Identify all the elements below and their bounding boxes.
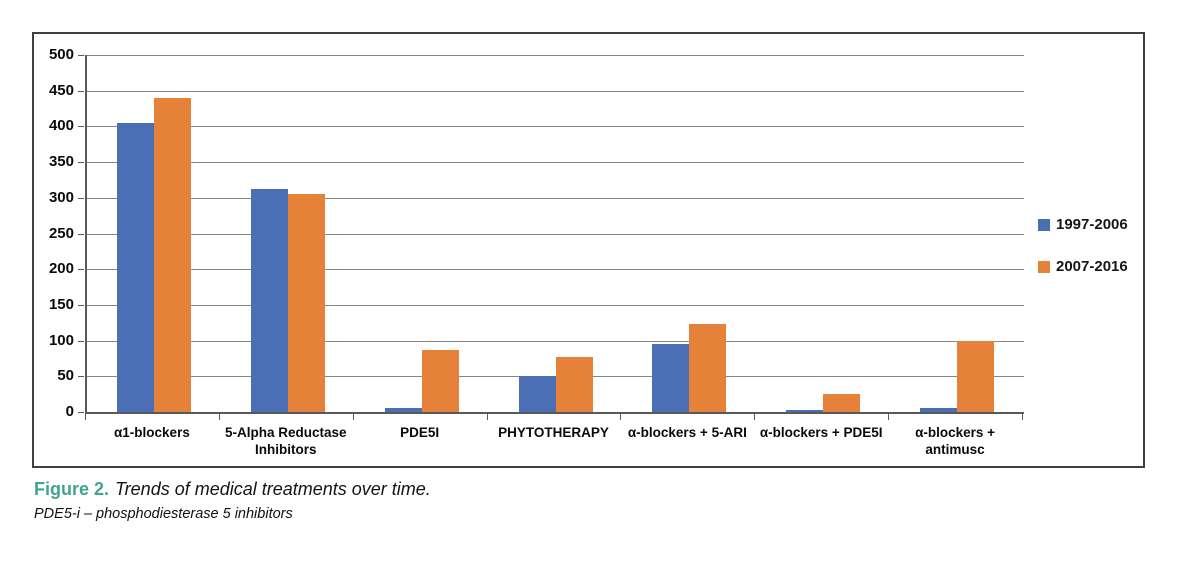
y-axis-tick — [78, 55, 84, 56]
y-axis-tick-label: 350 — [48, 153, 74, 171]
x-axis-category-label: PDE5I — [400, 425, 440, 440]
y-axis-tick — [78, 90, 84, 92]
bar-1997-2006 — [652, 344, 690, 412]
y-axis-tick — [78, 269, 84, 271]
x-axis-category-label: α-blockers + 5-ARI — [627, 425, 747, 440]
y-axis-tick — [78, 340, 84, 342]
x-axis-tick — [486, 414, 488, 420]
x-axis-tick — [754, 414, 756, 420]
y-axis-tick — [78, 412, 84, 413]
y-axis-tick — [78, 197, 84, 199]
y-axis-tick-label: 500 — [48, 46, 74, 63]
gridline-200 — [87, 269, 1024, 271]
legend-swatch-1997-2006 — [1038, 218, 1050, 231]
y-axis-tick-label: 50 — [57, 367, 74, 385]
bar-1997-2006 — [116, 122, 154, 412]
gridline-500 — [87, 55, 1024, 56]
y-axis-tick — [78, 126, 84, 128]
bar-2007-2016 — [823, 394, 861, 412]
y-axis-tick-label: 400 — [48, 117, 74, 135]
y-axis-tick-label: 200 — [48, 260, 74, 278]
y-axis-tick — [78, 162, 84, 164]
gridline-300 — [87, 197, 1024, 199]
bar-1997-2006 — [920, 408, 958, 412]
x-axis-category-label: PHYTOTHERAPY — [498, 425, 609, 440]
x-axis-tick — [218, 414, 220, 420]
legend-entry-1997-2006: 1997-2006 — [1038, 216, 1128, 233]
x-axis-tick — [352, 414, 354, 420]
x-axis-tick — [888, 414, 890, 420]
bar-1997-2006 — [384, 408, 422, 412]
y-axis-tick-label: 250 — [48, 224, 74, 242]
y-axis-tick-label: 450 — [48, 81, 74, 99]
bar-1997-2006 — [518, 376, 556, 412]
legend-label: 2007-2016 — [1056, 258, 1128, 275]
bar-1997-2006 — [786, 409, 824, 412]
y-axis-tick — [78, 304, 84, 306]
figure-label: Figure 2. — [34, 479, 110, 499]
y-axis-tick — [78, 233, 84, 235]
y-axis-tick — [78, 376, 84, 378]
x-axis-tick — [1022, 414, 1023, 420]
gridline-350 — [87, 162, 1024, 164]
bar-2007-2016 — [689, 324, 727, 412]
bar-2007-2016 — [957, 340, 995, 412]
x-axis-category-label: 5-Alpha Reductase Inhibitors — [225, 425, 347, 457]
bar-2007-2016 — [555, 357, 593, 412]
legend-entry-2007-2016: 2007-2016 — [1038, 258, 1128, 275]
y-axis-tick-label: 100 — [48, 331, 74, 349]
x-axis-category-label: α1-blockers — [114, 425, 190, 440]
gridline-450 — [87, 90, 1024, 92]
gridline-250 — [87, 233, 1024, 235]
legend-swatch-2007-2016 — [1038, 260, 1050, 273]
bar-2007-2016 — [287, 194, 325, 412]
figure-caption: Figure 2. Trends of medical treatments ov… — [34, 479, 431, 500]
gridline-400 — [87, 126, 1024, 128]
legend-label: 1997-2006 — [1056, 216, 1128, 233]
y-axis-tick-label: 300 — [48, 188, 74, 206]
chart-frame: 0 50 100 150 200 250 300 350 400 450 500 α1-blocke… — [32, 32, 1145, 468]
gridline-100 — [87, 340, 1024, 342]
x-axis-category-label: α-blockers + antimusc — [915, 425, 996, 457]
bar-2007-2016 — [153, 97, 191, 412]
x-axis-category-label: α-blockers + PDE5I — [759, 425, 883, 440]
gridline-150 — [87, 304, 1024, 306]
figure-footnote: PDE5-i – phosphodiesterase 5 inhibitors — [34, 506, 293, 522]
plot-area — [85, 55, 1024, 414]
bar-1997-2006 — [250, 189, 288, 412]
x-axis-tick — [85, 414, 86, 420]
x-axis-tick — [620, 414, 622, 420]
y-axis-tick-label: 150 — [48, 295, 74, 313]
y-axis-tick-label: 0 — [65, 403, 74, 420]
bar-2007-2016 — [421, 349, 459, 412]
figure-title: Trends of medical treatments over time. — [115, 479, 431, 499]
